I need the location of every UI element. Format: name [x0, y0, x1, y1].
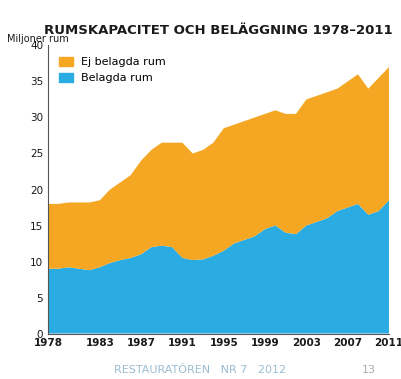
- Text: 13: 13: [362, 365, 376, 375]
- Text: Miljoner rum: Miljoner rum: [7, 34, 69, 44]
- Text: RESTAURATÖREN   NR 7   2012: RESTAURATÖREN NR 7 2012: [114, 365, 287, 375]
- Title: RUMSKAPACITET OCH BELÄGGNING 1978–2011: RUMSKAPACITET OCH BELÄGGNING 1978–2011: [44, 24, 393, 38]
- Legend: Ej belagda rum, Belagda rum: Ej belagda rum, Belagda rum: [54, 51, 172, 89]
